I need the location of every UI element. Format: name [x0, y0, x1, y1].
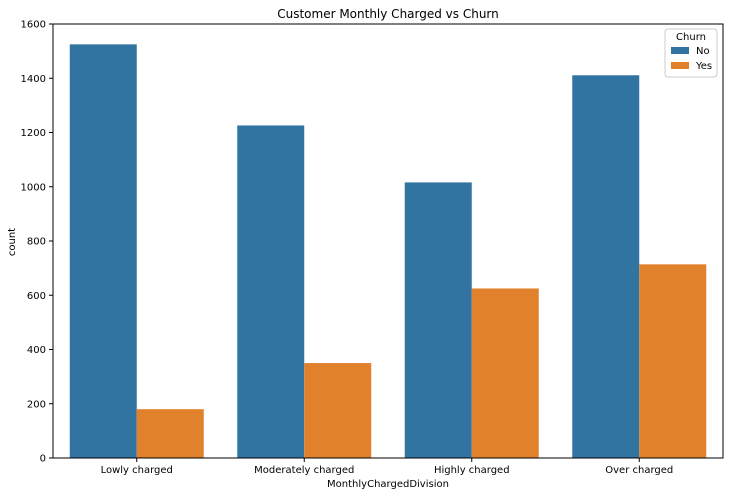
bar-yes-1	[304, 363, 372, 458]
bar-no-3	[572, 75, 640, 459]
bar-yes-2	[471, 288, 539, 458]
x-axis-label: MonthlyChargedDivision	[327, 479, 449, 490]
x-tick-label-2: Highly charged	[434, 465, 510, 476]
x-tick-label-3: Over charged	[605, 465, 673, 476]
y-tick-label-5: 1000	[21, 182, 46, 193]
bar-no-0	[69, 44, 137, 458]
bar-no-1	[237, 125, 305, 458]
y-tick-label-6: 1200	[21, 128, 46, 139]
y-tick-label-8: 1600	[21, 20, 46, 31]
bar-yes-3	[639, 264, 707, 458]
chart-title: Customer Monthly Charged vs Churn	[277, 7, 499, 21]
plot-frame	[52, 23, 724, 459]
y-tick-label-3: 600	[27, 291, 46, 302]
legend-swatch-yes	[671, 62, 689, 69]
x-tick-label-1: Moderately charged	[254, 465, 354, 476]
legend-label-no: No	[696, 46, 710, 57]
bar-no-2	[404, 182, 472, 458]
y-tick-label-1: 200	[27, 399, 46, 410]
legend-swatch-no	[671, 47, 689, 54]
y-tick-label-7: 1400	[21, 74, 46, 85]
y-tick-label-2: 400	[27, 345, 46, 356]
legend: Churn No Yes	[664, 28, 718, 78]
y-tick-label-0: 0	[40, 454, 46, 465]
legend-label-yes: Yes	[695, 61, 712, 72]
y-axis-label: count	[7, 228, 18, 256]
legend-title: Churn	[676, 32, 706, 43]
y-tick-label-4: 800	[27, 237, 46, 248]
plot-area: 0 200 400 600 800 1000 1200 1400 1600 Lowly charg…	[21, 20, 724, 476]
bar-yes-0	[136, 409, 204, 458]
x-tick-label-0: Lowly charged	[101, 465, 173, 476]
